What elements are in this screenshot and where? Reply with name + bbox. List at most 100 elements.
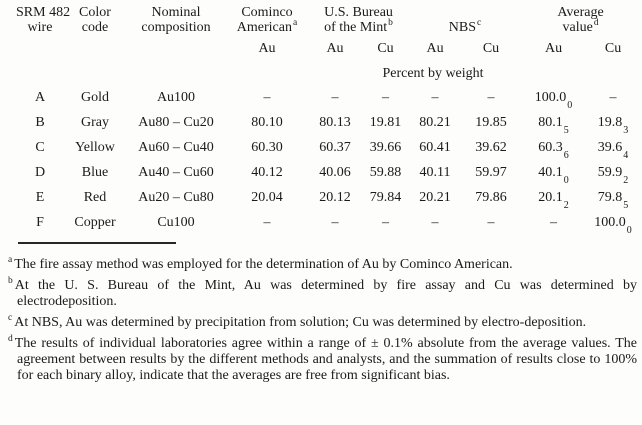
nbs-cu-cell: – <box>487 215 495 230</box>
nominal-cell: Au60 – Cu40 <box>138 140 214 155</box>
header-color-code: Color code <box>64 4 126 62</box>
footnote-b: b At the U. S. Bureau of the Mint, Au was… <box>7 276 637 310</box>
header-cominco-line1: Cominco <box>241 5 293 20</box>
cominco-au-cell: 20.04 <box>251 190 283 205</box>
average-cu-cell: 19.83 <box>597 115 629 136</box>
average-cu-cell: 59.92 <box>597 165 629 186</box>
header-nbs-label: NBSc <box>448 18 482 35</box>
average-cu-cell: 39.64 <box>597 140 629 161</box>
header-average-line2: valued <box>562 18 599 35</box>
nbs-cu-cell: 19.85 <box>475 115 507 130</box>
average-au-cell: 20.12 <box>538 190 569 211</box>
header-average-value: Average valued <box>521 4 640 38</box>
footnote-c-marker: c <box>8 313 13 324</box>
subscript-digit: 0 <box>563 174 569 186</box>
subscript-digit: 2 <box>563 199 569 211</box>
table-header: SRM 482 wire Color code Nominal composit… <box>16 4 640 85</box>
header-nominal-line1: Nominal <box>151 5 201 20</box>
table-row: E Red Au20 – Cu80 20.04 20.12 79.84 20.21 79.86… <box>16 185 640 210</box>
wire-cell: A <box>34 90 46 105</box>
mint-au-cell: 80.13 <box>319 115 351 130</box>
nbs-au-cell: 40.11 <box>419 165 451 180</box>
mint-cu-cell: 19.81 <box>369 115 402 130</box>
average-au-cell: – <box>550 215 558 230</box>
nominal-cell: Au40 – Cu60 <box>138 165 214 180</box>
header-nominal-line2: composition <box>141 20 211 35</box>
footnote-b-marker: b <box>8 276 13 287</box>
header-nbs: NBSc <box>409 4 521 38</box>
wire-cell: C <box>35 140 45 155</box>
mint-cu-cell: – <box>382 215 389 230</box>
table-end-rule <box>18 242 176 244</box>
header-cominco-american: Cominco Americana <box>226 4 308 38</box>
table-row: C Yellow Au60 – Cu40 60.30 60.37 39.66 60.41 39… <box>16 135 640 160</box>
element-subheader-row: Au Au Cu Au Cu Au Cu <box>16 38 640 62</box>
cominco-au-cell: – <box>263 90 271 105</box>
mint-au-cell: 60.37 <box>319 140 351 155</box>
nbs-au-cell: – <box>431 90 439 105</box>
nbs-au-cell: – <box>431 215 439 230</box>
wire-cell: F <box>36 215 44 230</box>
nbs-au-cell: 20.21 <box>419 190 451 205</box>
mint-cu-cell: 59.88 <box>369 165 402 180</box>
color-cell: Copper <box>74 215 116 230</box>
footnote-c: c At NBS, Au was determined by precipitat… <box>7 313 637 331</box>
nominal-cell: Au20 – Cu80 <box>138 190 214 205</box>
footnote-b-text: At the U. S. Bureau of the Mint, Au was … <box>14 278 637 309</box>
nominal-cell: Au100 <box>156 90 196 105</box>
nbs-cu-cell: 39.62 <box>475 140 507 155</box>
mint-au-cell: – <box>331 90 339 105</box>
subheader-nbs-au: Au <box>426 41 444 56</box>
color-cell: Red <box>83 190 107 205</box>
wire-cell: E <box>35 190 45 205</box>
table-row: A Gold Au100 – – – – – 100.00 – <box>16 85 640 110</box>
table-row: D Blue Au40 – Cu60 40.12 40.06 59.88 40.11 59.9… <box>16 160 640 185</box>
footnote-ref-b: b <box>388 18 393 29</box>
results-table: SRM 482 wire Color code Nominal composit… <box>16 4 640 235</box>
header-srm-wire-line2: wire <box>27 20 53 35</box>
footnote-ref-d: d <box>593 18 599 29</box>
footnote-d-text: The results of individual laboratories a… <box>14 336 637 383</box>
mint-cu-cell: 39.66 <box>369 140 402 155</box>
wire-cell: B <box>35 115 45 130</box>
header-average-line1: Average <box>557 5 604 20</box>
color-cell: Blue <box>81 165 109 180</box>
footnote-d: d The results of individual laboratories … <box>7 334 637 384</box>
footnote-d-marker: d <box>8 334 13 345</box>
cominco-au-cell: 40.12 <box>251 165 283 180</box>
table-body: A Gold Au100 – – – – – 100.00 – B Gray Au80 – Cu20 80… <box>16 85 640 235</box>
header-color-line2: code <box>81 20 109 35</box>
cominco-au-cell: – <box>263 215 271 230</box>
nominal-cell: Cu100 <box>157 215 195 230</box>
header-nominal-composition: Nominal composition <box>126 4 226 62</box>
unit-row-spacer <box>16 62 226 85</box>
color-cell: Yellow <box>75 140 115 155</box>
table-row: B Gray Au80 – Cu20 80.10 80.13 19.81 80.21 19.8… <box>16 110 640 135</box>
subscript-digit: 4 <box>623 149 629 161</box>
subscript-digit: 0 <box>626 224 632 236</box>
average-au-cell: 40.10 <box>538 165 569 186</box>
header-bureau-of-mint: U.S. Bureau of the Mintb <box>308 4 409 38</box>
header-color-line1: Color <box>79 5 111 20</box>
average-au-cell: 60.36 <box>538 140 569 161</box>
header-cominco-line2: Americana <box>236 18 298 35</box>
nbs-cu-cell: – <box>487 90 495 105</box>
unit-label: Percent by weight <box>382 66 484 81</box>
subscript-digit: 0 <box>567 99 573 111</box>
header-srm-wire: SRM 482 wire <box>16 4 70 62</box>
footnote-ref-c: c <box>477 18 482 29</box>
unit-row: Percent by weight <box>16 62 640 85</box>
subheader-mint-au: Au <box>326 41 344 56</box>
footnote-c-text: At NBS, Au was determined by precipitati… <box>14 315 587 330</box>
subheader-nbs-cu: Cu <box>482 41 500 56</box>
subscript-digit: 5 <box>623 199 629 211</box>
subheader-mint-cu: Cu <box>377 41 394 56</box>
table-row: F Copper Cu100 – – – – – – 100.00 <box>16 210 640 235</box>
wire-cell: D <box>34 165 46 180</box>
average-cu-cell: 100.00 <box>594 215 632 236</box>
footnote-a: a The fire assay method was employed for … <box>7 256 637 273</box>
color-cell: Gray <box>81 115 109 130</box>
nbs-cu-cell: 79.86 <box>475 190 507 205</box>
subscript-digit: 3 <box>623 124 629 136</box>
